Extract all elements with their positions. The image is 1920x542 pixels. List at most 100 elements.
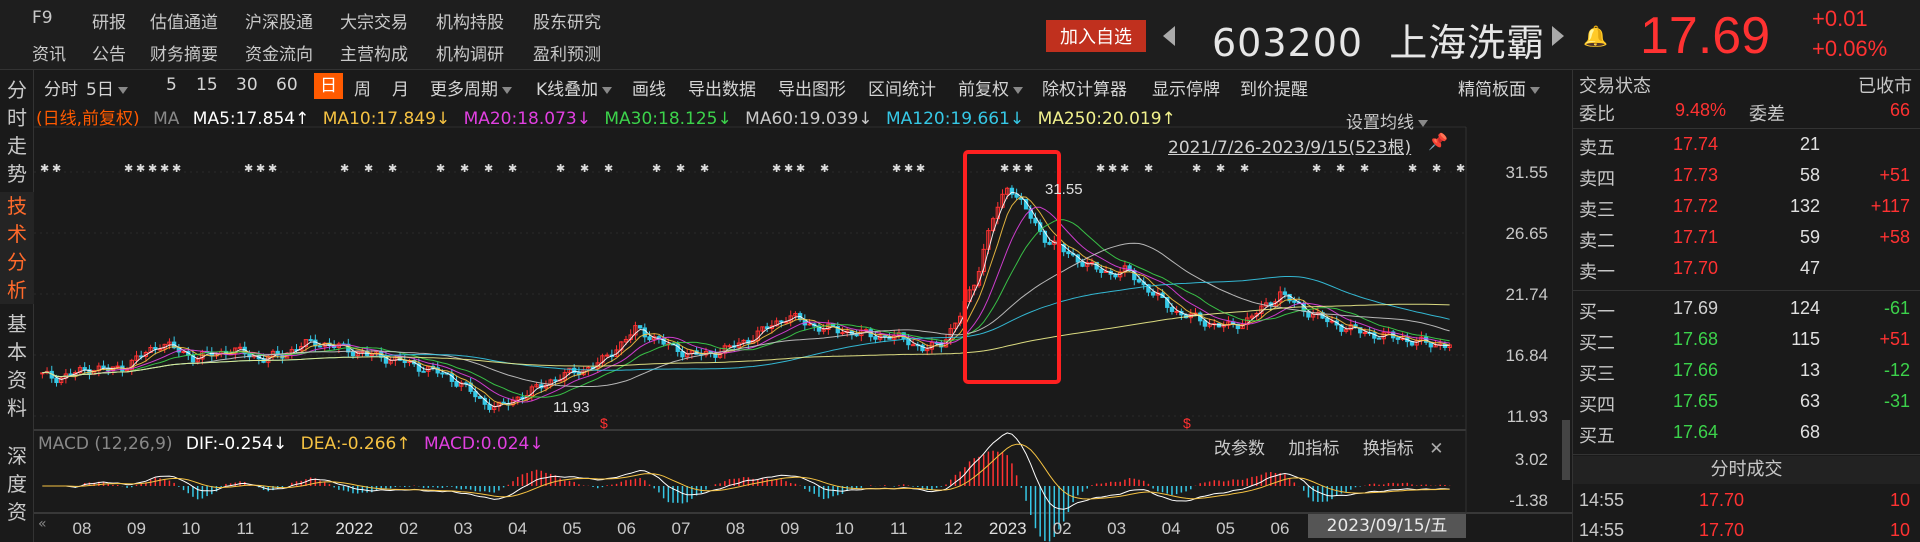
tb-draw[interactable]: 画线 <box>632 80 666 100</box>
wb-label: 委比 <box>1579 104 1615 125</box>
nav-char-active[interactable]: 技 <box>0 192 34 220</box>
tb-compact-panel[interactable]: 精简板面 <box>1458 75 1540 100</box>
candle-body <box>1226 321 1231 326</box>
menu-fund-flow[interactable]: 资金流向 <box>245 45 313 65</box>
candle-body <box>1235 323 1240 330</box>
panel-scrollbar[interactable] <box>1562 420 1570 480</box>
nav-char-active[interactable]: 分 <box>0 248 34 276</box>
bid-row[interactable]: 买二 17.68 115 +51 <box>1573 327 1920 355</box>
dea-line <box>42 443 1450 500</box>
menu-institution-holding[interactable]: 机构持股 <box>436 13 504 33</box>
ask-row[interactable]: 卖二 17.71 59 +58 <box>1573 225 1920 253</box>
pin-icon[interactable]: 📌 <box>1428 132 1448 151</box>
scroll-left-icon[interactable]: « <box>38 516 47 532</box>
menu-news[interactable]: 资讯 <box>32 45 66 65</box>
ask-row[interactable]: 卖四 17.73 58 +51 <box>1573 163 1920 191</box>
prev-stock-icon[interactable] <box>1163 26 1175 46</box>
macd-tick: -1.38 <box>1509 491 1548 510</box>
add-watchlist-button[interactable]: 加入自选 <box>1046 20 1146 52</box>
kline-chart[interactable]: ✱ ✱ ✱ ✱ ✱ ✱ ✱ ✱ ✱ ✱ ✱ ✱ ✱ ✱ ✱ ✱ ✱ ✱ ✱ ✱ ✱ ✱ ✱ ✱ ✱ ✱ ✱ ✱ ✱ ✱ ✱ ✱ ✱ ✱ ✱ ✱ ✱ ✱ ✱ ✱… <box>0 0 1572 542</box>
menu-forecast[interactable]: 盈利预测 <box>533 45 601 65</box>
ask-row[interactable]: 卖五 17.74 21 <box>1573 132 1920 160</box>
bell-icon[interactable]: 🔔 <box>1583 24 1608 48</box>
ma-line <box>42 219 1450 398</box>
nav-char-active[interactable]: 术 <box>0 220 34 248</box>
nav-char-active[interactable]: 析 <box>0 276 34 304</box>
close-icon[interactable]: ✕ <box>1429 439 1444 459</box>
nav-char[interactable]: 走 <box>7 134 27 158</box>
nav-char[interactable]: 时 <box>7 106 27 130</box>
stock-title: 603200 上海洗霸 <box>1212 12 1545 67</box>
tb-range-stats[interactable]: 区间统计 <box>868 80 936 100</box>
tb-30min[interactable]: 30 <box>236 75 258 95</box>
bid-row[interactable]: 买三 17.66 13 -12 <box>1573 358 1920 386</box>
cursor-date: 2023/09/15/五 <box>1308 514 1466 538</box>
menu-f9[interactable]: F9 <box>32 8 53 28</box>
tb-more-period[interactable]: 更多周期 <box>430 75 512 100</box>
ask-row[interactable]: 卖三 17.72 132 +117 <box>1573 194 1920 222</box>
nav-char[interactable]: 本 <box>7 340 27 364</box>
date-tick: 12 <box>944 519 963 538</box>
bid-change: +51 <box>1879 329 1910 349</box>
nav-char[interactable]: 基 <box>7 312 27 336</box>
tb-export-image[interactable]: 导出图形 <box>778 80 846 100</box>
bid-row[interactable]: 买四 17.65 63 -31 <box>1573 389 1920 417</box>
date-axis: 08 09 10 11 12 2022 02 03 04 05 06 07 08 09 10 11 12 2023… <box>73 519 1290 538</box>
swap-indicator-button[interactable]: 换指标 <box>1362 439 1414 459</box>
tb-show-halt[interactable]: 显示停牌 <box>1152 80 1220 100</box>
candle-body <box>637 325 643 329</box>
tb-60min[interactable]: 60 <box>276 75 298 95</box>
tb-month[interactable]: 月 <box>392 80 409 100</box>
date-tick: 04 <box>508 519 527 538</box>
bid-row[interactable]: 买五 17.64 68 <box>1573 420 1920 448</box>
menu-notice[interactable]: 公告 <box>92 45 126 65</box>
date-range[interactable]: 2021/7/26-2023/9/15(523根) <box>1168 138 1412 158</box>
nav-char[interactable]: 资 <box>7 368 27 392</box>
wc-value: 66 <box>1889 100 1910 120</box>
menu-shareholder[interactable]: 股东研究 <box>533 13 601 33</box>
ask-row[interactable]: 卖一 17.70 47 <box>1573 256 1920 284</box>
bid-change: -12 <box>1883 360 1910 380</box>
menu-hk-connect[interactable]: 沪深股通 <box>245 13 313 33</box>
tb-week[interactable]: 周 <box>354 80 371 100</box>
candle-body <box>181 351 186 354</box>
nav-char[interactable]: 深 <box>7 444 27 468</box>
tb-5min[interactable]: 5 <box>166 75 177 95</box>
nav-char[interactable]: 势 <box>7 162 27 186</box>
macd-value: MACD:0.024↓ <box>424 434 544 454</box>
candle-body <box>237 346 243 349</box>
event-marker-icon: ✱ <box>1144 162 1153 175</box>
ma30-value: MA30:18.125↓ <box>604 109 732 129</box>
price-change: +0.01 <box>1812 6 1868 31</box>
nav-char[interactable]: 料 <box>7 396 27 420</box>
tb-exright-calc[interactable]: 除权计算器 <box>1042 80 1127 100</box>
menu-business[interactable]: 主营构成 <box>340 45 408 65</box>
menu-research[interactable]: 机构调研 <box>436 45 504 65</box>
tb-adjust[interactable]: 前复权 <box>958 75 1023 100</box>
bid-row[interactable]: 买一 17.69 124 -61 <box>1573 296 1920 324</box>
nav-char[interactable]: 分 <box>7 78 27 102</box>
set-ma-button[interactable]: 设置均线 <box>1346 108 1428 133</box>
tb-price-alert[interactable]: 到价提醒 <box>1240 80 1308 100</box>
tick-volume: 10 <box>1889 520 1910 540</box>
candle-body <box>1202 320 1208 327</box>
tb-more-period-label: 更多周期 <box>430 80 498 100</box>
menu-finance[interactable]: 财务摘要 <box>150 45 218 65</box>
add-indicator-button[interactable]: 加指标 <box>1288 439 1340 459</box>
nav-char[interactable]: 资 <box>7 500 27 524</box>
tb-kline-overlay[interactable]: K线叠加 <box>536 75 613 100</box>
bid-label: 买一 <box>1579 302 1615 323</box>
tb-day[interactable]: 日 <box>314 73 343 99</box>
candle-body <box>1245 317 1250 326</box>
menu-valuation[interactable]: 估值通道 <box>150 13 218 33</box>
tb-5day[interactable]: 5日 <box>86 75 128 100</box>
menu-block-trade[interactable]: 大宗交易 <box>340 13 408 33</box>
next-stock-icon[interactable] <box>1552 26 1564 46</box>
menu-report[interactable]: 研报 <box>92 13 126 33</box>
tb-intraday[interactable]: 分时 <box>44 80 78 100</box>
tb-15min[interactable]: 15 <box>196 75 218 95</box>
tb-export-data[interactable]: 导出数据 <box>688 80 756 100</box>
stock-name: 上海洗霸 <box>1389 21 1546 65</box>
change-params-button[interactable]: 改参数 <box>1214 439 1265 459</box>
nav-char[interactable]: 度 <box>7 472 27 496</box>
